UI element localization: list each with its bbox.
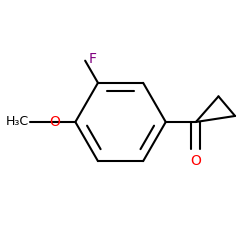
Text: H₃C: H₃C <box>6 116 29 128</box>
Text: O: O <box>190 154 201 168</box>
Text: O: O <box>49 115 60 129</box>
Text: F: F <box>88 52 96 66</box>
